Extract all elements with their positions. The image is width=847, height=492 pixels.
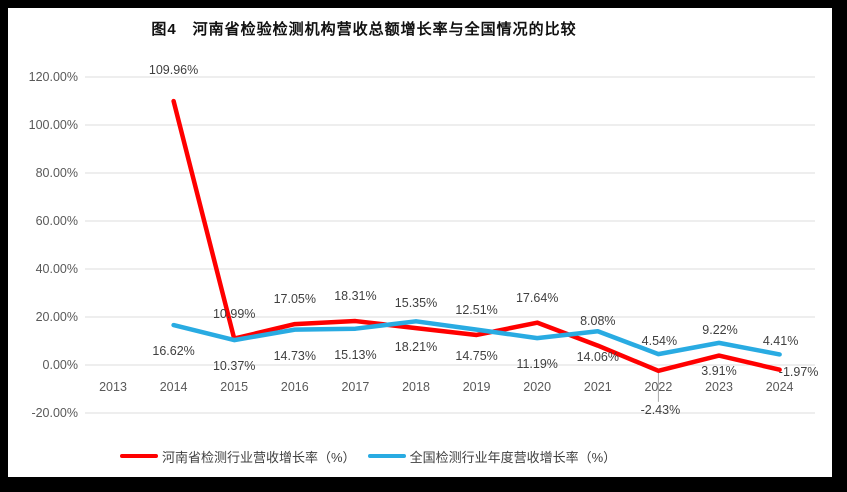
data-label: 9.22% xyxy=(702,322,738,337)
x-axis-tick-label: 2024 xyxy=(765,380,794,394)
y-axis-tick-label: 80.00% xyxy=(35,166,78,180)
data-label: 15.13% xyxy=(334,347,377,362)
x-axis-tick-label: 2022 xyxy=(644,380,673,394)
data-label: 109.96% xyxy=(148,63,199,78)
data-label: 4.54% xyxy=(641,334,678,349)
series-line xyxy=(171,98,782,374)
data-label: -1.97% xyxy=(778,364,819,379)
data-label: 18.31% xyxy=(334,289,377,304)
data-label: 17.64% xyxy=(515,290,559,305)
data-label: 8.08% xyxy=(580,313,616,328)
x-axis-tick-label: 2021 xyxy=(583,380,612,394)
legend-item-national: 全国检测行业年度营收增长率（%） xyxy=(367,447,617,466)
data-label: 3.91% xyxy=(701,363,737,378)
series-line xyxy=(171,319,782,357)
chart-legend: 河南省检测行业营收增长率（%） 全国检测行业年度营收增长率（%） xyxy=(120,446,616,466)
legend-label-national: 全国检测行业年度营收增长率（%） xyxy=(409,449,617,465)
legend-item-henan: 河南省检测行业营收增长率（%） xyxy=(120,447,356,466)
x-axis-tick-label: 2020 xyxy=(523,380,552,394)
data-label: 11.19% xyxy=(516,357,558,372)
x-axis-tick-label: 2018 xyxy=(402,380,430,394)
data-label: 10.37% xyxy=(212,359,256,374)
chart-plot-background xyxy=(8,8,832,477)
y-axis-tick-label: -20.00% xyxy=(31,406,78,420)
x-axis-tick-label: 2019 xyxy=(462,380,491,394)
x-axis-tick-label: 2015 xyxy=(220,380,249,394)
data-label: 16.62% xyxy=(152,344,195,359)
legend-label-henan: 河南省检测行业营收增长率（%） xyxy=(162,449,356,465)
y-axis-tick-label: 40.00% xyxy=(35,262,78,276)
data-label: 14.06% xyxy=(576,350,619,365)
y-axis-tick-label: 0.00% xyxy=(42,358,78,372)
x-axis-tick-label: 2017 xyxy=(341,380,370,394)
data-label: 12.51% xyxy=(455,302,498,317)
y-axis-tick-label: 120.00% xyxy=(28,70,78,84)
chart-title: 图4 河南省检验检测机构营收总额增长率与全国情况的比较 xyxy=(151,21,577,38)
data-label: 15.35% xyxy=(394,296,438,311)
national-series-swatch-icon xyxy=(367,454,406,458)
x-axis-tick-label: 2013 xyxy=(99,380,127,394)
x-axis-tick-label: 2014 xyxy=(159,380,188,394)
y-axis-tick-label: 100.00% xyxy=(28,118,78,132)
data-label: 14.73% xyxy=(273,348,316,363)
y-axis-tick-label: 20.00% xyxy=(35,310,78,324)
data-label: 17.05% xyxy=(273,292,316,307)
data-label: 10.99% xyxy=(212,306,256,321)
x-axis-tick-label: 2023 xyxy=(705,380,733,394)
data-label: 14.75% xyxy=(455,348,498,363)
x-axis-tick-label: 2016 xyxy=(280,380,309,394)
data-label: -2.43% xyxy=(640,402,681,417)
y-axis-tick-label: 60.00% xyxy=(35,214,78,228)
henan-series-swatch-icon xyxy=(120,454,158,458)
data-label: 18.21% xyxy=(394,340,438,355)
data-label: 4.41% xyxy=(762,334,799,349)
